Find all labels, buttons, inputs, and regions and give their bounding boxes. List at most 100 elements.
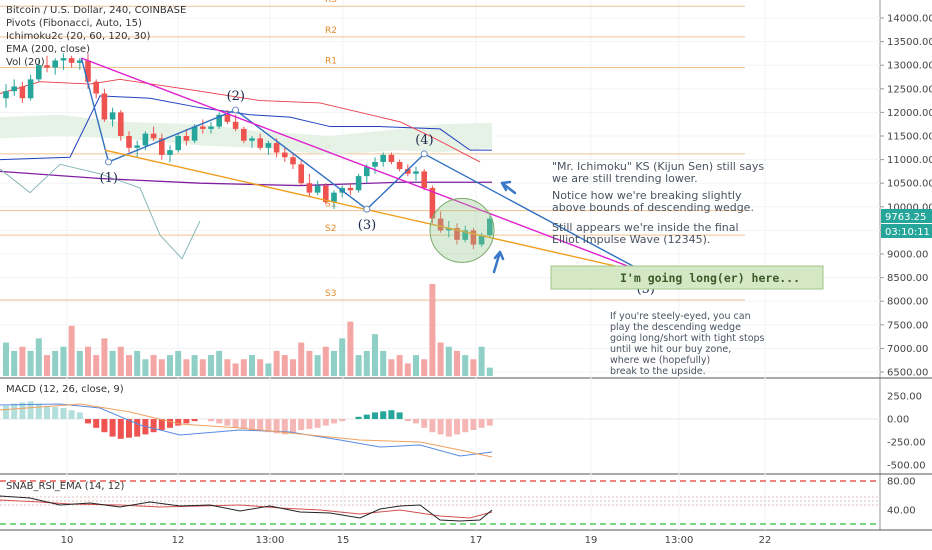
wave-point (105, 158, 112, 166)
long-zone-box (550, 265, 824, 290)
volume-bar (290, 359, 296, 376)
macd-tick-label: -250.00 (887, 438, 926, 449)
candle-body (118, 112, 124, 136)
kijun-line (0, 95, 492, 161)
volume-bar (249, 355, 255, 376)
candle-body (208, 126, 214, 129)
volume-bar (421, 359, 428, 376)
ema-line (0, 170, 492, 187)
volume-bar (339, 338, 346, 376)
macd-bar (208, 419, 214, 422)
volume-bar (470, 359, 477, 376)
candle-body (347, 187, 354, 191)
volume-bar (216, 350, 223, 376)
pivot-label: R1 (325, 57, 337, 67)
time-tick-label: 19 (585, 535, 598, 546)
wave-label: (1) (100, 171, 118, 186)
candle-body (437, 218, 444, 231)
volume-bar (224, 359, 231, 376)
price-tick-label: 12500.00 (887, 84, 932, 95)
time-tick-label: 15 (337, 535, 350, 546)
candle-body (44, 65, 50, 68)
main-pane[interactable] (0, 0, 880, 378)
macd-bar (257, 419, 264, 432)
candle-body (298, 164, 304, 184)
macd-bar (216, 419, 223, 424)
candle-body (413, 171, 419, 174)
macd-bar (396, 412, 403, 419)
volume-bar (232, 363, 239, 376)
candle-body (200, 126, 206, 129)
wave-label: (2) (227, 89, 245, 104)
volume-bar (331, 350, 337, 376)
macd-bar (445, 419, 452, 437)
price-tick-label: 7000.00 (887, 344, 928, 355)
volume-bar (462, 355, 469, 376)
last-price-tag (881, 209, 932, 223)
note-wedge-2: above bounds of descending wedge. (552, 201, 754, 214)
candle-body (249, 138, 255, 141)
candle-body (126, 136, 132, 148)
volume-bar (183, 359, 190, 376)
volume-bar (355, 355, 362, 376)
macd-bar (175, 419, 182, 426)
macd-pane (0, 401, 880, 458)
strategy-note-5: where we (hopefully) (610, 355, 710, 366)
candle-body (462, 230, 468, 240)
macd-bar (388, 410, 395, 419)
macd-bar (249, 419, 255, 430)
volume-bar (322, 346, 329, 376)
macd-label: MACD (12, 26, close, 9) (6, 384, 124, 395)
candle-body (290, 157, 296, 165)
candle-body (265, 143, 272, 148)
price-tick-label: 12000.00 (887, 108, 932, 119)
candle-body (68, 58, 75, 63)
volume-bar (298, 342, 305, 376)
time-tick-label: 22 (759, 535, 772, 546)
candlesticks (3, 53, 493, 250)
candle-body (224, 114, 231, 122)
macd-bar (429, 419, 436, 433)
rsi-tick-label: 80.00 (887, 477, 916, 488)
macd-bar (44, 405, 50, 419)
price-tick-label: 13500.00 (887, 37, 932, 48)
price-tick-label: 10500.00 (887, 179, 932, 190)
rsi-pane (0, 480, 880, 525)
candle-body (11, 86, 17, 92)
candle-body (101, 93, 108, 120)
candle-body (27, 79, 34, 99)
volume-bar (429, 284, 436, 376)
arrow-to-kijun (500, 180, 517, 195)
strategy-note-6: break to the upside. (610, 366, 706, 377)
macd-bar (126, 419, 132, 438)
volume-bar (404, 363, 411, 376)
candle-body (85, 60, 91, 82)
volume-bar (486, 367, 493, 376)
candle-body (52, 60, 58, 68)
macd-bar (183, 419, 190, 424)
macd-bar (322, 419, 329, 426)
macd-bar (158, 419, 165, 430)
volume-bar (437, 342, 444, 376)
volume-bar (413, 355, 419, 376)
macd-bar (413, 419, 419, 424)
wave-label: (4) (415, 133, 433, 148)
macd-bar (76, 412, 83, 419)
candle-body (257, 138, 263, 148)
volume-bar (3, 342, 9, 376)
wave-point (420, 150, 428, 158)
time-tick-label: 12 (172, 535, 185, 546)
bar-countdown: 03:10:11 (885, 227, 930, 238)
macd-bar (240, 419, 247, 429)
candle-body (331, 192, 337, 203)
price-tick-label: 7500.00 (887, 320, 928, 331)
elliott-wave-path (80, 57, 646, 274)
macd-bar (232, 419, 239, 428)
macd-bar (363, 414, 370, 419)
candle-body (306, 183, 313, 193)
volume-bar (85, 346, 91, 376)
volume-bar (134, 350, 141, 376)
rsi-ema-line (0, 499, 493, 519)
candle-body (3, 91, 9, 99)
